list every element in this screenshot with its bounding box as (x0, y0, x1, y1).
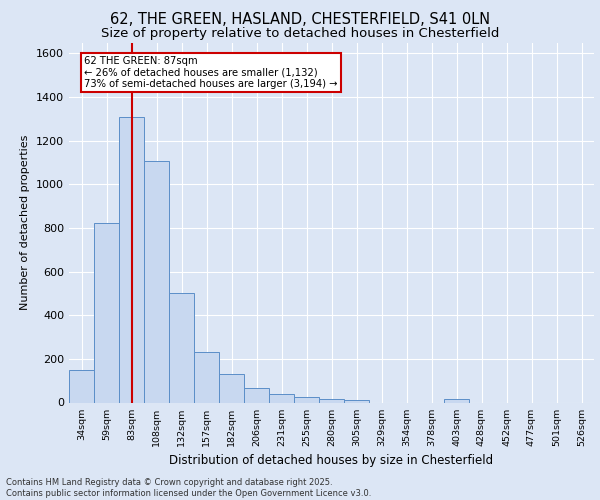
Bar (344, 400, 369, 402)
Bar (269, 394, 294, 402)
Y-axis label: Number of detached properties: Number of detached properties (20, 135, 31, 310)
Text: Contains HM Land Registry data © Crown copyright and database right 2025.
Contai: Contains HM Land Registry data © Crown c… (6, 478, 371, 498)
Bar (144, 162, 169, 402)
Bar (319, 399, 344, 402)
Text: 62 THE GREEN: 87sqm
← 26% of detached houses are smaller (1,132)
73% of semi-det: 62 THE GREEN: 87sqm ← 26% of detached ho… (84, 56, 337, 89)
Bar (169, 294, 194, 403)
Bar (69, 370, 94, 402)
Bar (194, 352, 219, 403)
Bar (94, 222, 119, 402)
Bar (444, 398, 469, 402)
Bar (294, 397, 319, 402)
Bar (219, 374, 244, 402)
Text: Size of property relative to detached houses in Chesterfield: Size of property relative to detached ho… (101, 28, 499, 40)
Bar (119, 116, 144, 403)
Text: 62, THE GREEN, HASLAND, CHESTERFIELD, S41 0LN: 62, THE GREEN, HASLAND, CHESTERFIELD, S4… (110, 12, 490, 28)
X-axis label: Distribution of detached houses by size in Chesterfield: Distribution of detached houses by size … (169, 454, 494, 467)
Bar (244, 388, 269, 402)
